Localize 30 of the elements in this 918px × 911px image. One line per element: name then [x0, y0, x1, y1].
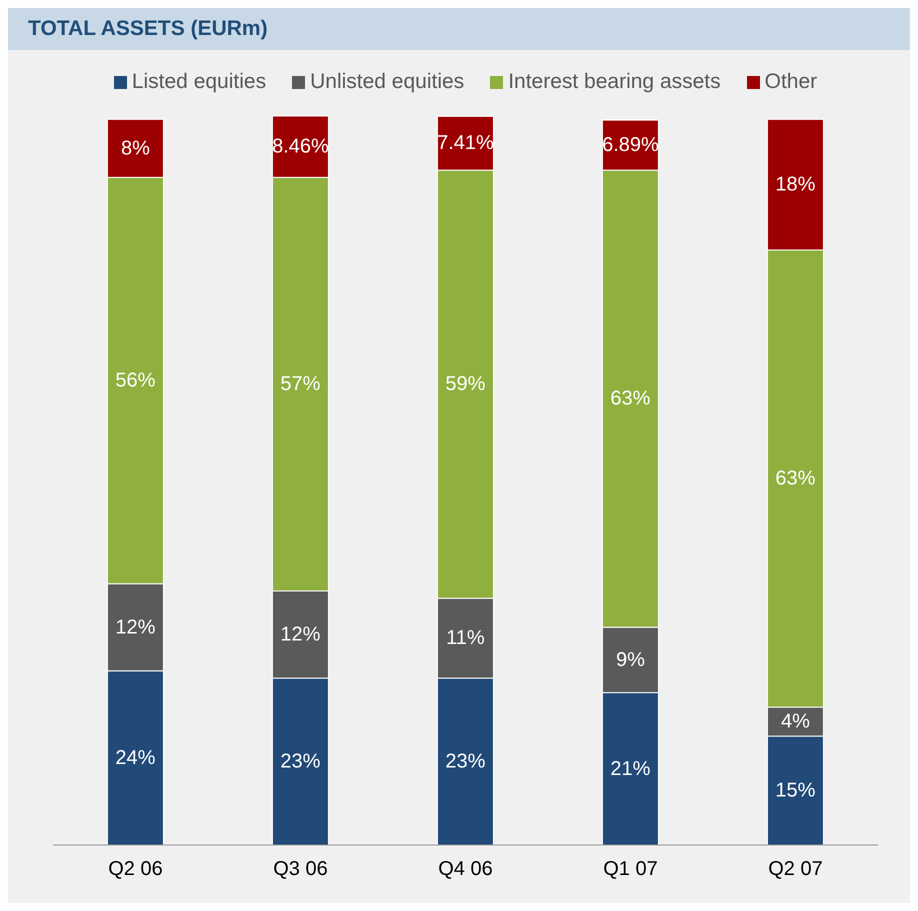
data-label: 59%: [445, 373, 486, 396]
data-label: 8%: [120, 137, 150, 160]
data-label: 9%: [616, 648, 646, 671]
chart-title: TOTAL ASSETS (EURm): [8, 8, 910, 50]
data-label: 12%: [115, 616, 156, 638]
data-label: 56%: [115, 370, 156, 392]
data-label: 23%: [280, 750, 321, 773]
data-label: 21%: [610, 758, 651, 780]
legend-label: Listed equities: [132, 70, 266, 94]
data-label: 8.46%: [272, 136, 330, 158]
data-label: 7.41%: [437, 132, 494, 154]
data-label: 18%: [775, 174, 816, 196]
data-label: 23%: [445, 750, 486, 773]
data-label: 6.89%: [602, 134, 660, 156]
data-label: 15%: [775, 780, 816, 802]
legend-label: Other: [764, 70, 818, 94]
data-label: 4%: [780, 710, 810, 733]
legend-label: Unlisted equities: [310, 70, 464, 94]
data-label: 57%: [280, 373, 321, 396]
data-label: 11%: [446, 627, 485, 650]
x-tick-label: Q2 06: [108, 858, 163, 880]
x-tick-label: Q3 06: [273, 858, 328, 880]
x-tick-label: Q1 07: [603, 858, 658, 880]
x-tick-label: Q2 07: [768, 858, 823, 880]
legend-label: Interest bearing assets: [508, 70, 721, 94]
x-tick-label: Q4 06: [438, 858, 493, 880]
data-label: 63%: [775, 468, 816, 490]
data-label: 63%: [610, 388, 651, 410]
data-label: 12%: [280, 624, 321, 646]
data-label: 24%: [115, 746, 156, 769]
